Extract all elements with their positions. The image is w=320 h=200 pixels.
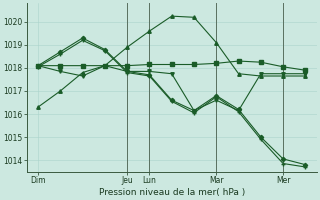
X-axis label: Pression niveau de la mer( hPa ): Pression niveau de la mer( hPa ) [99,188,245,197]
